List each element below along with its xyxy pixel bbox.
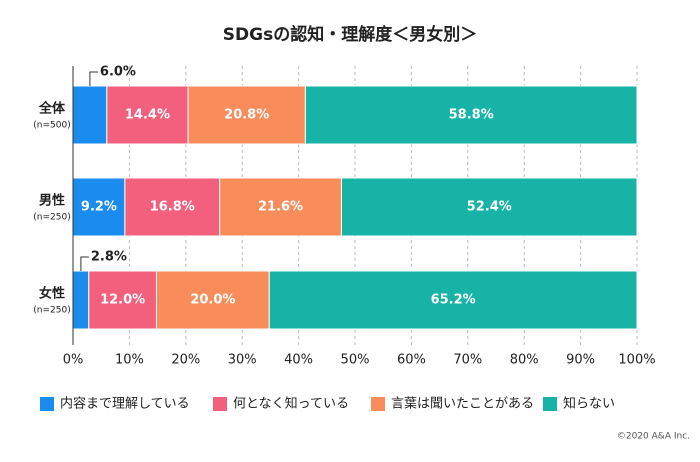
legend-label: 内容まで理解している (60, 396, 190, 412)
leader-line (80, 256, 89, 271)
x-tick-label: 70% (453, 353, 482, 368)
value-label: 20.8% (224, 108, 269, 123)
x-tick-label: 40% (284, 353, 313, 368)
bar-segment (155, 270, 270, 330)
bar-segment (340, 177, 638, 237)
value-label: 6.0% (100, 65, 136, 80)
value-label: 2.8% (91, 250, 127, 265)
category-label: 女性 (39, 286, 65, 302)
legend-swatch (371, 397, 385, 411)
bar-segment (187, 85, 306, 145)
bar-segment (72, 85, 108, 145)
value-label: 20.0% (190, 293, 235, 308)
value-label: 52.4% (467, 200, 512, 215)
x-tick-label: 90% (566, 353, 595, 368)
value-label: 9.2% (81, 200, 117, 215)
legend-swatch (543, 397, 557, 411)
x-tick-label: 80% (510, 353, 539, 368)
legend-swatch (40, 397, 54, 411)
sample-size: (n=500) (33, 121, 70, 131)
value-label: 16.8% (150, 200, 195, 215)
value-label: 14.4% (125, 108, 170, 123)
credit: ©2020 A&A Inc. (617, 432, 690, 442)
x-tick-label: 20% (171, 353, 200, 368)
chart-title: SDGsの認知・理解度＜男女別＞ (223, 24, 477, 45)
legend-label: 言葉は聞いたことがある (391, 397, 534, 412)
x-tick-label: 100% (618, 353, 655, 368)
value-label: 58.8% (449, 108, 494, 123)
sample-size: (n=250) (33, 306, 70, 316)
x-tick-label: 30% (228, 353, 257, 368)
bar-segment (268, 270, 638, 330)
value-label: 21.6% (258, 200, 303, 215)
category-label: 全体 (38, 101, 66, 117)
bar-segment (106, 85, 189, 145)
bar-segment (304, 85, 638, 145)
legend-swatch (213, 397, 227, 411)
category-label: 男性 (39, 193, 65, 209)
bar-segment (88, 270, 157, 330)
x-tick-label: 60% (397, 353, 426, 368)
leader-line (89, 71, 98, 86)
bar-segment (72, 270, 90, 330)
legend-label: 何となく知っている (233, 396, 349, 412)
x-tick-label: 0% (63, 353, 84, 368)
value-label: 65.2% (431, 293, 476, 308)
x-tick-label: 50% (341, 353, 370, 368)
sample-size: (n=250) (33, 213, 70, 223)
value-label: 12.0% (100, 293, 145, 308)
legend-label: 知らない (563, 396, 615, 412)
x-tick-label: 10% (115, 353, 144, 368)
